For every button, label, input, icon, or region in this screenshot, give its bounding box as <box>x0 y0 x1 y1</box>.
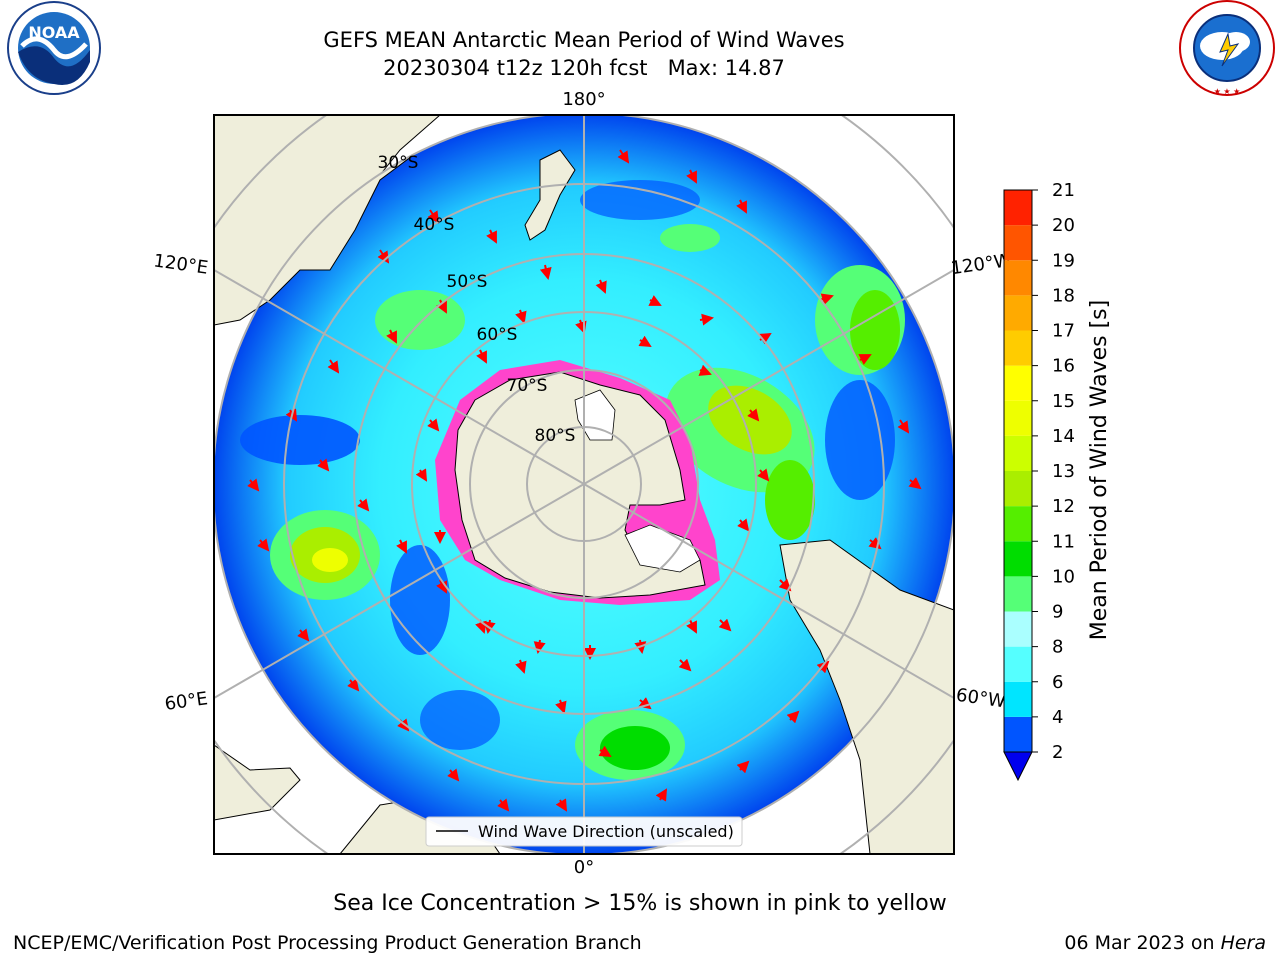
colorbar-extend-min <box>1003 751 1033 782</box>
colorbar-segment <box>1004 541 1032 577</box>
colorbar-tick-label: 4 <box>1052 707 1063 728</box>
colorbar-segment <box>1004 611 1032 647</box>
lon-label-120e: 120°E <box>152 250 209 278</box>
colorbar-segment <box>1004 576 1032 612</box>
map-legend: Wind Wave Direction (unscaled) <box>425 816 743 847</box>
lon-label-0: 0° <box>574 857 594 878</box>
colorbar-segment <box>1004 646 1032 682</box>
colorbar-tick-label: 15 <box>1052 391 1075 412</box>
machine-name: Hera <box>1220 932 1266 954</box>
colorbar-segment <box>1004 365 1032 401</box>
colorbar-segment <box>1004 681 1032 717</box>
lat-label-30: 30°S <box>378 153 419 173</box>
date-text: 06 Mar 2023 on <box>1064 932 1221 954</box>
nws-logo-icon: ★ ★ ★ <box>1179 0 1275 96</box>
chart-subtitle: 20230304 t12z 120h fcst Max: 14.87 <box>383 56 785 80</box>
colorbar-tick-label: 14 <box>1052 426 1075 447</box>
colorbar-tick-label: 8 <box>1052 637 1063 658</box>
svg-text:★ ★ ★: ★ ★ ★ <box>1214 87 1241 96</box>
colorbar-tick-label: 6 <box>1052 672 1063 693</box>
lat-label-80: 80°S <box>535 426 576 446</box>
colorbar-segment <box>1004 190 1032 226</box>
legend-label: Wind Wave Direction (unscaled) <box>478 822 734 841</box>
credit-line: NCEP/EMC/Verification Post Processing Pr… <box>13 932 642 954</box>
colorbar-tick-label: 11 <box>1052 531 1075 552</box>
lon-label-180: 180° <box>562 89 605 110</box>
sea-ice-caption: Sea Ice Concentration > 15% is shown in … <box>333 891 947 916</box>
colorbar-segment <box>1004 471 1032 507</box>
lat-label-60: 60°S <box>477 325 518 345</box>
colorbar-segment <box>1004 330 1032 366</box>
lat-label-40: 40°S <box>414 215 455 235</box>
lat-label-70: 70°S <box>507 376 548 396</box>
colorbar-segment <box>1004 225 1032 261</box>
noaa-logo-text: NOAA <box>28 23 80 42</box>
colorbar-tick-label: 2 <box>1052 742 1063 763</box>
colorbar: 2 4 6 8 9 10 11 12 13 14 15 16 17 18 19 20 21 <box>1003 180 1075 782</box>
colorbar-segment <box>1004 260 1032 296</box>
graticule <box>214 115 954 854</box>
noaa-logo-icon: NOAA <box>7 1 101 95</box>
colorbar-segment <box>1004 716 1032 752</box>
colorbar-segment <box>1004 506 1032 542</box>
lon-label-60w: 60°W <box>955 685 1007 713</box>
colorbar-tick-label: 12 <box>1052 496 1075 517</box>
colorbar-tick-label: 16 <box>1052 356 1075 377</box>
chart-title: GEFS MEAN Antarctic Mean Period of Wind … <box>323 28 845 52</box>
latitude-labels: 30°S 40°S 50°S 60°S 70°S 80°S <box>378 153 576 446</box>
colorbar-tick-label: 19 <box>1052 250 1075 271</box>
wave-period-field <box>240 180 905 780</box>
colorbar-tick-label: 17 <box>1052 321 1075 342</box>
colorbar-label: Mean Period of Wind Waves [s] <box>1087 300 1112 640</box>
colorbar-segment <box>1004 295 1032 331</box>
map-border <box>213 114 955 855</box>
date-stamp: 06 Mar 2023 on Hera <box>1064 932 1266 954</box>
lon-label-60e: 60°E <box>163 688 209 715</box>
lat-label-50: 50°S <box>447 272 488 292</box>
colorbar-segment <box>1004 435 1032 471</box>
colorbar-tick-label: 10 <box>1052 566 1075 587</box>
colorbar-tick-label: 13 <box>1052 461 1075 482</box>
colorbar-tick-label: 21 <box>1052 180 1075 201</box>
colorbar-tick-label: 18 <box>1052 285 1075 306</box>
colorbar-tick-label: 9 <box>1052 602 1063 623</box>
colorbar-tick-label: 20 <box>1052 215 1075 236</box>
colorbar-segment <box>1004 400 1032 436</box>
